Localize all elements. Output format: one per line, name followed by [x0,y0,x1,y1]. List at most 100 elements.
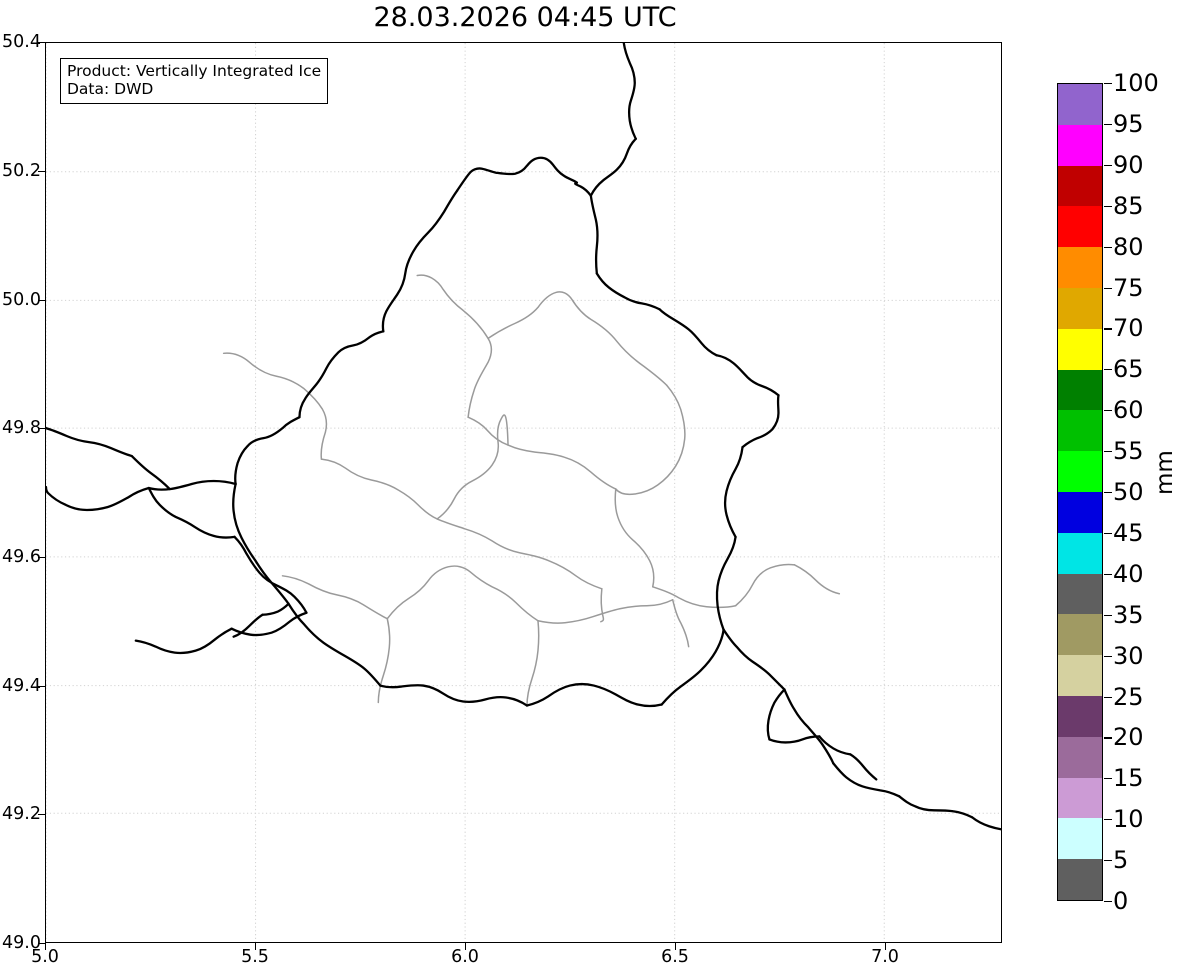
page-title: 28.03.2026 04:45 UTC [373,2,677,33]
colorbar-tick-mark [1104,123,1112,126]
map-geometry [46,43,1001,831]
colorbar-tick-label: 55 [1113,437,1144,466]
colorbar-tick-mark [1104,860,1112,862]
colorbar-band [1058,451,1102,493]
y-tick-mark [38,686,45,688]
colorbar-band [1058,84,1102,125]
y-tick-label: 49.2 [2,804,41,824]
western-border-segment [46,426,171,491]
colorbar-tick-label: 50 [1113,478,1144,506]
colorbar-tick-label: 40 [1113,559,1144,588]
colorbar-tick-label: 95 [1113,109,1144,138]
y-tick-label: 50.4 [2,32,41,52]
product-info-box: Product: Vertically Integrated Ice Data:… [60,58,329,104]
colorbar-tick-mark [1104,573,1112,575]
colorbar-band [1058,736,1102,778]
y-tick-mark [38,428,45,430]
colorbar-tick-mark [1104,205,1112,207]
colorbar-tick-label: 65 [1113,355,1144,384]
national-border [46,43,1001,831]
colorbar-tick-label: 25 [1113,682,1144,711]
colorbar-band [1058,573,1102,615]
colorbar-tick-mark [1104,737,1112,739]
y-tick-label: 50.0 [2,290,41,310]
colorbar-tick-label: 60 [1113,396,1144,425]
colorbar-tick-label: 15 [1113,764,1144,793]
colorbar-tick-mark [1104,451,1112,453]
y-tick-mark [38,943,45,945]
y-tick-mark [38,171,45,173]
colorbar[interactable] [1057,83,1103,901]
y-tick-label: 50.2 [2,161,41,181]
colorbar-tick-label: 0 [1113,887,1129,915]
y-tick-label: 49.8 [2,418,41,438]
colorbar-tick-mark [1104,492,1112,494]
colorbar-tick-label: 75 [1113,273,1144,302]
colorbar-band [1058,777,1102,819]
product-label: Product: Vertically Integrated Ice [67,62,322,80]
colorbar-band [1058,206,1102,248]
x-tick-label: 5.0 [31,947,59,967]
colorbar-tick-mark [1104,696,1112,698]
colorbar-tick-label: 10 [1113,805,1144,834]
canton-boundaries [222,274,841,707]
colorbar-tick-label: 5 [1113,846,1129,875]
colorbar-tick-mark [1104,83,1112,85]
colorbar-tick-mark [1104,246,1112,248]
y-tick-label: 49.6 [2,547,41,567]
colorbar-tick-mark [1104,655,1112,657]
colorbar-band [1058,369,1102,411]
colorbar-tick-label: 45 [1113,518,1144,547]
x-tick-label: 7.0 [871,947,899,967]
colorbar-band [1058,818,1102,860]
colorbar-tick-mark [1104,819,1112,821]
colorbar-tick-mark [1104,164,1112,166]
colorbar-tick-mark [1104,369,1112,371]
x-tick-mark [465,943,467,950]
colorbar-band [1058,124,1102,166]
colorbar-unit-label: mm [1152,450,1178,495]
colorbar-tick-mark [1104,328,1112,330]
y-tick-label: 49.4 [2,676,41,696]
x-tick-mark [255,943,257,950]
colorbar-tick-label: 30 [1113,641,1144,670]
colorbar-band [1058,410,1102,452]
x-tick-mark [45,943,47,950]
colorbar-band [1058,614,1102,656]
x-tick-label: 5.5 [241,947,269,967]
x-tick-label: 6.0 [451,947,479,967]
colorbar-band [1058,288,1102,329]
colorbar-tick-mark [1104,287,1112,289]
colorbar-tick-mark [1104,614,1112,616]
colorbar-tick-mark [1104,410,1112,412]
colorbar-band [1058,492,1102,533]
colorbar-tick-label: 20 [1113,723,1144,752]
colorbar-tick-mark [1104,901,1112,903]
colorbar-tick-mark [1104,532,1112,535]
colorbar-tick-label: 70 [1113,314,1144,343]
map-plot-area[interactable]: Product: Vertically Integrated Ice Data:… [45,42,1002,943]
y-tick-mark [38,557,45,559]
y-tick-mark [38,814,45,816]
colorbar-tick-mark [1104,778,1112,780]
colorbar-band [1058,655,1102,697]
colorbar-tick-label: 85 [1113,191,1144,220]
y-tick-mark [38,300,45,302]
colorbar-band [1058,859,1102,900]
colorbar-band [1058,696,1102,737]
colorbar-band [1058,328,1102,370]
colorbar-tick-label: 100 [1113,69,1159,97]
colorbar-tick-label: 35 [1113,600,1144,629]
y-tick-label: 49.0 [2,933,41,953]
x-tick-mark [675,943,677,950]
x-tick-label: 6.5 [661,947,689,967]
y-tick-mark [38,42,45,44]
colorbar-tick-label: 90 [1113,150,1144,179]
colorbar-band [1058,165,1102,207]
colorbar-band [1058,532,1102,574]
x-tick-mark [885,943,887,950]
colorbar-band [1058,247,1102,289]
data-source-label: Data: DWD [67,80,154,99]
colorbar-tick-label: 80 [1113,232,1144,261]
